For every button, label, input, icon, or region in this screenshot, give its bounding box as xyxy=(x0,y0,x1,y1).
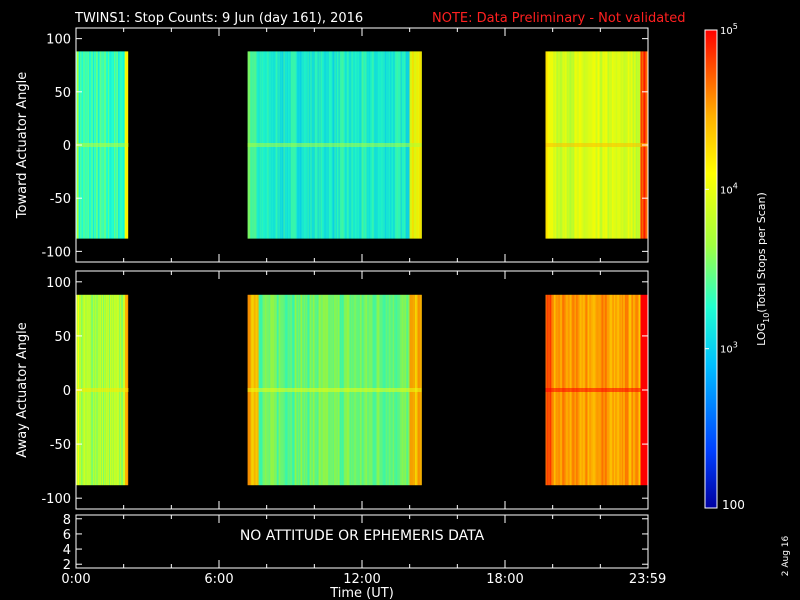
y-tick-label: 50 xyxy=(54,86,71,101)
y-tick-label: 100 xyxy=(46,33,71,48)
colorbar-tick-label: 105 xyxy=(720,22,738,37)
away-angle-panel: 100 50 0 -50 -100 Away Actuator Angle xyxy=(15,270,649,510)
heatmap-segment xyxy=(545,294,648,486)
y-tick-label: -50 xyxy=(50,438,71,453)
colorbar-label: LOG10(Total Stops per Scan) xyxy=(755,192,771,346)
zero-angle-band xyxy=(247,143,422,147)
colorbar-label-sub: 10 xyxy=(762,313,771,323)
colorbar-tick-label: 104 xyxy=(720,181,738,196)
colorbar-gradient xyxy=(705,30,717,508)
colorbar-label-suffix: (Total Stops per Scan) xyxy=(755,192,768,313)
zero-angle-band xyxy=(545,143,648,147)
zero-angle-band xyxy=(247,388,422,392)
colorbar-tick-base: 10 xyxy=(720,26,733,37)
y-tick-label: -100 xyxy=(41,245,71,260)
preliminary-note: NOTE: Data Preliminary - Not validated xyxy=(432,11,686,26)
heatmap-segment xyxy=(76,294,129,486)
heatmap-segment xyxy=(545,51,648,239)
toward-y-axis-label: Toward Actuator Angle xyxy=(15,72,30,219)
zero-angle-band xyxy=(76,143,129,147)
colorbar-frame xyxy=(704,29,718,509)
date-stamp: 2 Aug 16 xyxy=(781,535,791,576)
x-tick-label: 23:59 xyxy=(629,572,666,587)
x-tick-label: 6:00 xyxy=(204,572,233,587)
colorbar-tick-exp: 4 xyxy=(733,181,738,190)
colorbar-tick-label: 103 xyxy=(720,341,738,356)
colorbar-min-label: 100 xyxy=(722,498,745,512)
heatmap-segment xyxy=(247,294,422,486)
toward-angle-panel: 100 50 0 -50 -100 Toward Actuator Angle xyxy=(15,27,649,263)
chart-title: TWINS1: Stop Counts: 9 Jun (day 161), 20… xyxy=(74,11,363,26)
y-tick-label: -50 xyxy=(50,192,71,207)
x-tick-label: 12:00 xyxy=(343,572,380,587)
y-tick-label: 100 xyxy=(46,276,71,291)
away-y-axis-label: Away Actuator Angle xyxy=(15,322,30,457)
y-tick-label: 2 xyxy=(63,558,71,573)
colorbar-tick-exp: 5 xyxy=(733,22,738,31)
y-tick-label: 8 xyxy=(63,513,71,528)
heatmap-segment xyxy=(247,51,422,239)
colorbar-label-prefix: LOG xyxy=(755,323,768,346)
x-tick-label: 18:00 xyxy=(486,572,523,587)
y-tick-label: 6 xyxy=(63,528,71,543)
y-tick-label: 0 xyxy=(63,384,71,399)
colorbar-tick-base: 10 xyxy=(720,345,733,356)
no-data-message: NO ATTITUDE OR EPHEMERIS DATA xyxy=(240,528,485,544)
zero-angle-band xyxy=(76,388,129,392)
colorbar-tick-exp: 3 xyxy=(733,341,738,350)
y-tick-label: -100 xyxy=(41,492,71,507)
x-tick-label: 0:00 xyxy=(61,572,90,587)
x-axis-label: Time (UT) xyxy=(329,586,394,600)
y-tick-label: 50 xyxy=(54,330,71,345)
heatmap-segment xyxy=(76,51,129,239)
colorbar-tick-base: 10 xyxy=(720,185,733,196)
y-tick-label: 4 xyxy=(63,543,71,558)
y-tick-label: 0 xyxy=(63,139,71,154)
zero-angle-band xyxy=(545,388,648,392)
